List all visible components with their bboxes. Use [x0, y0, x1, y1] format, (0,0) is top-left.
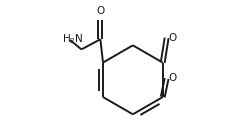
Text: O: O	[168, 33, 176, 43]
Text: O: O	[168, 73, 176, 83]
Text: $\mathregular{H_2N}$: $\mathregular{H_2N}$	[62, 32, 84, 46]
Text: O: O	[96, 6, 104, 16]
